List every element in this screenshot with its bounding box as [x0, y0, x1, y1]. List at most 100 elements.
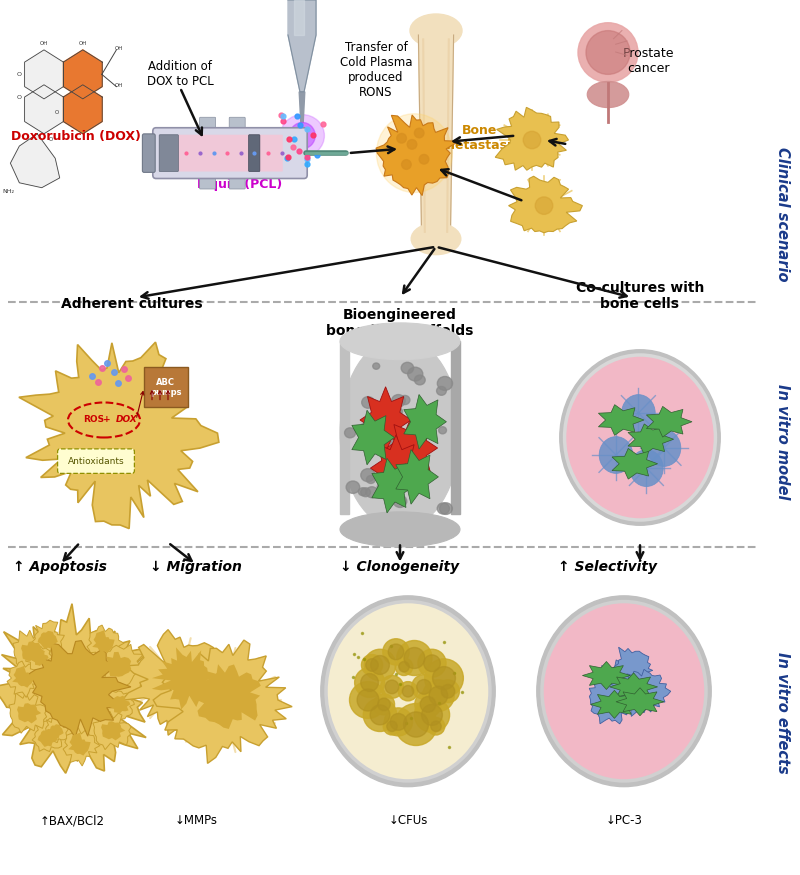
- FancyBboxPatch shape: [178, 135, 283, 172]
- Polygon shape: [404, 395, 446, 449]
- Ellipse shape: [417, 680, 431, 694]
- Polygon shape: [95, 644, 143, 686]
- Ellipse shape: [395, 409, 402, 415]
- Polygon shape: [102, 691, 134, 720]
- Ellipse shape: [388, 471, 395, 478]
- Ellipse shape: [414, 697, 450, 732]
- Ellipse shape: [400, 464, 408, 471]
- Ellipse shape: [630, 450, 663, 487]
- Polygon shape: [618, 669, 670, 717]
- Ellipse shape: [395, 658, 413, 676]
- Ellipse shape: [422, 704, 442, 725]
- Ellipse shape: [280, 115, 325, 157]
- Text: Transfer of
Cold Plasma
produced
RONS: Transfer of Cold Plasma produced RONS: [340, 41, 412, 99]
- Ellipse shape: [410, 436, 418, 443]
- Ellipse shape: [442, 684, 454, 698]
- Polygon shape: [386, 415, 438, 481]
- Text: OH: OH: [40, 41, 48, 46]
- Ellipse shape: [377, 481, 391, 494]
- Polygon shape: [370, 435, 422, 501]
- FancyBboxPatch shape: [229, 117, 245, 189]
- Ellipse shape: [404, 648, 425, 668]
- Polygon shape: [590, 690, 638, 718]
- Ellipse shape: [410, 14, 462, 47]
- Polygon shape: [396, 450, 438, 504]
- Polygon shape: [0, 604, 156, 774]
- Ellipse shape: [438, 376, 453, 390]
- Ellipse shape: [578, 23, 638, 82]
- Polygon shape: [598, 404, 644, 436]
- Polygon shape: [610, 673, 658, 701]
- Ellipse shape: [373, 363, 380, 369]
- Ellipse shape: [390, 713, 406, 731]
- Ellipse shape: [537, 596, 711, 787]
- Ellipse shape: [390, 438, 405, 450]
- FancyBboxPatch shape: [58, 449, 134, 473]
- Ellipse shape: [408, 368, 423, 381]
- Polygon shape: [10, 134, 60, 187]
- Ellipse shape: [414, 128, 424, 137]
- Polygon shape: [190, 664, 261, 729]
- Ellipse shape: [407, 139, 417, 149]
- Ellipse shape: [412, 675, 436, 699]
- Ellipse shape: [370, 705, 390, 724]
- Polygon shape: [152, 648, 215, 710]
- Ellipse shape: [587, 81, 629, 108]
- Ellipse shape: [414, 375, 426, 385]
- Text: Adherent cultures: Adherent cultures: [61, 297, 203, 311]
- Polygon shape: [101, 721, 126, 740]
- Polygon shape: [509, 176, 582, 233]
- Ellipse shape: [395, 481, 403, 488]
- Polygon shape: [68, 732, 90, 756]
- Ellipse shape: [560, 350, 720, 525]
- Ellipse shape: [383, 639, 410, 665]
- Ellipse shape: [384, 708, 413, 736]
- Ellipse shape: [361, 487, 370, 497]
- Ellipse shape: [361, 674, 378, 691]
- Polygon shape: [13, 630, 51, 673]
- Ellipse shape: [382, 478, 392, 487]
- Polygon shape: [360, 387, 411, 453]
- Ellipse shape: [400, 396, 410, 404]
- Polygon shape: [612, 448, 658, 480]
- Ellipse shape: [599, 437, 633, 473]
- Ellipse shape: [397, 133, 406, 143]
- Ellipse shape: [361, 469, 375, 481]
- Ellipse shape: [437, 387, 446, 396]
- Ellipse shape: [366, 475, 375, 484]
- Ellipse shape: [383, 718, 401, 735]
- Ellipse shape: [377, 114, 453, 192]
- Polygon shape: [294, 0, 304, 35]
- Text: ↑BAX/BCl2: ↑BAX/BCl2: [39, 815, 105, 827]
- Ellipse shape: [374, 694, 394, 715]
- Ellipse shape: [398, 458, 414, 472]
- Ellipse shape: [586, 31, 630, 74]
- Polygon shape: [63, 50, 102, 99]
- Polygon shape: [646, 406, 692, 438]
- Ellipse shape: [340, 337, 460, 529]
- Text: In vitro model: In vitro model: [775, 384, 790, 500]
- Ellipse shape: [386, 680, 398, 694]
- Ellipse shape: [366, 659, 378, 671]
- Ellipse shape: [363, 698, 397, 731]
- Polygon shape: [92, 630, 114, 654]
- Ellipse shape: [358, 487, 367, 495]
- Ellipse shape: [427, 718, 445, 735]
- Polygon shape: [582, 662, 630, 690]
- Polygon shape: [12, 666, 34, 688]
- Ellipse shape: [397, 640, 432, 676]
- Polygon shape: [288, 0, 316, 92]
- Polygon shape: [48, 724, 64, 738]
- Ellipse shape: [386, 721, 397, 732]
- Ellipse shape: [424, 654, 440, 672]
- Ellipse shape: [433, 667, 455, 690]
- Polygon shape: [63, 727, 100, 766]
- Ellipse shape: [370, 655, 390, 675]
- Polygon shape: [451, 341, 460, 514]
- Ellipse shape: [398, 682, 418, 701]
- Ellipse shape: [395, 704, 437, 746]
- Ellipse shape: [354, 668, 385, 697]
- Polygon shape: [17, 704, 42, 724]
- Ellipse shape: [326, 602, 490, 780]
- Polygon shape: [352, 410, 394, 465]
